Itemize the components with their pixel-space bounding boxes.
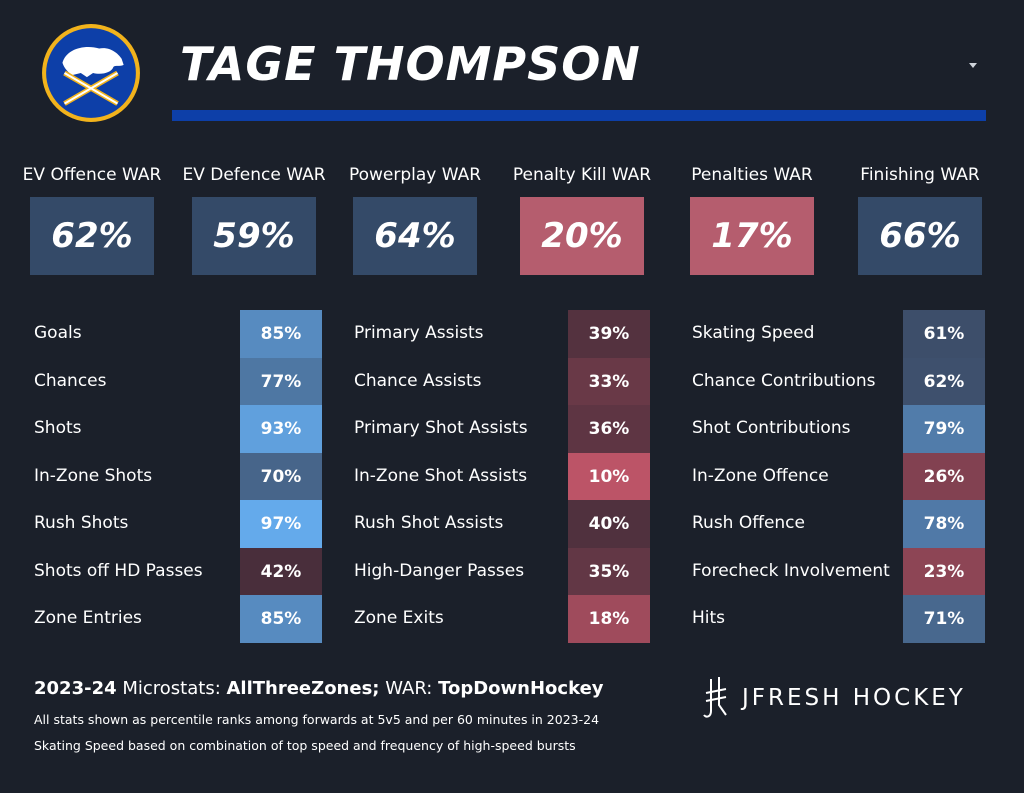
stat-label: Skating Speed [692, 323, 815, 343]
stat-value: 97% [240, 500, 322, 548]
stat-label: Primary Shot Assists [354, 418, 528, 438]
stat-value: 93% [240, 405, 322, 453]
stat-value: 35% [568, 548, 650, 596]
stat-label: Zone Exits [354, 608, 444, 628]
stat-label: Chance Contributions [692, 371, 876, 391]
stat-value: 77% [240, 358, 322, 406]
stat-label: Goals [34, 323, 82, 343]
stat-value: 42% [240, 548, 322, 596]
season: 2023-24 [34, 678, 117, 699]
stat-label: Hits [692, 608, 726, 628]
stat-label: High-Danger Passes [354, 561, 525, 581]
caret-down-icon[interactable] [966, 58, 980, 72]
war-block: EV Defence WAR 59% [170, 160, 338, 275]
footer-note-skating: Skating Speed based on combination of to… [34, 738, 576, 753]
stat-value: 78% [903, 500, 985, 548]
war-label: EV Defence WAR [182, 165, 326, 185]
stat-label: In-Zone Shot Assists [354, 466, 528, 486]
war-value: 66% [858, 197, 982, 275]
stat-label: Primary Assists [354, 323, 484, 343]
war-value: 17% [690, 197, 814, 275]
stat-value: 79% [903, 405, 985, 453]
brand-name: JFRESH HOCKEY [742, 685, 966, 711]
war-label: Penalties WAR [691, 165, 813, 185]
stat-value: 33% [568, 358, 650, 406]
war-label: Finishing WAR [860, 165, 980, 185]
stat-label: Shot Contributions [692, 418, 851, 438]
stat-value: 71% [903, 595, 985, 643]
stat-value: 61% [903, 310, 985, 358]
stat-value: 18% [568, 595, 650, 643]
stat-value: 62% [903, 358, 985, 406]
stat-label: Chance Assists [354, 371, 482, 391]
stat-label: Zone Entries [34, 608, 142, 628]
war-value: 62% [30, 197, 154, 275]
stat-value: 26% [903, 453, 985, 501]
brand: JFRESH HOCKEY [702, 676, 966, 720]
war-block: EV Offence WAR 62% [8, 160, 176, 275]
jfresh-logo-icon [703, 677, 727, 718]
stat-value: 10% [568, 453, 650, 501]
stat-value: 70% [240, 453, 322, 501]
microstats-label: Microstats: [116, 678, 227, 699]
stat-label: In-Zone Offence [692, 466, 829, 486]
war-label: Powerplay WAR [348, 165, 482, 185]
war-label: WAR: [379, 678, 439, 699]
stat-label: Forecheck Involvement [692, 561, 890, 581]
war-label: Penalty Kill WAR [512, 165, 652, 185]
stat-value: 39% [568, 310, 650, 358]
footer-note-percentile: All stats shown as percentile ranks amon… [34, 712, 600, 727]
stat-value: 36% [568, 405, 650, 453]
war-block: Penalty Kill WAR 20% [498, 160, 666, 275]
footer-title: 2023-24 Microstats: AllThreeZones; WAR: … [34, 678, 604, 699]
war-value: 20% [520, 197, 644, 275]
war-source: TopDownHockey [438, 678, 604, 699]
war-label: EV Offence WAR [22, 165, 162, 185]
title-underline [172, 110, 986, 121]
stat-label: Rush Offence [692, 513, 805, 533]
war-block: Penalties WAR 17% [668, 160, 836, 275]
stat-value: 23% [903, 548, 985, 596]
stat-label: Shots off HD Passes [34, 561, 203, 581]
microstats-source: AllThreeZones; [226, 678, 380, 699]
player-name: TAGE THOMPSON [180, 37, 641, 91]
stat-value: 85% [240, 595, 322, 643]
stat-label: Rush Shots [34, 513, 129, 533]
war-value: 59% [192, 197, 316, 275]
stat-value: 85% [240, 310, 322, 358]
sabres-logo-icon [42, 24, 140, 122]
stat-label: Rush Shot Assists [354, 513, 504, 533]
stat-label: Shots [34, 418, 82, 438]
stat-label: Chances [34, 371, 107, 391]
war-block: Powerplay WAR 64% [331, 160, 499, 275]
stat-value: 40% [568, 500, 650, 548]
war-value: 64% [353, 197, 477, 275]
stat-label: In-Zone Shots [34, 466, 153, 486]
war-block: Finishing WAR 66% [836, 160, 1004, 275]
